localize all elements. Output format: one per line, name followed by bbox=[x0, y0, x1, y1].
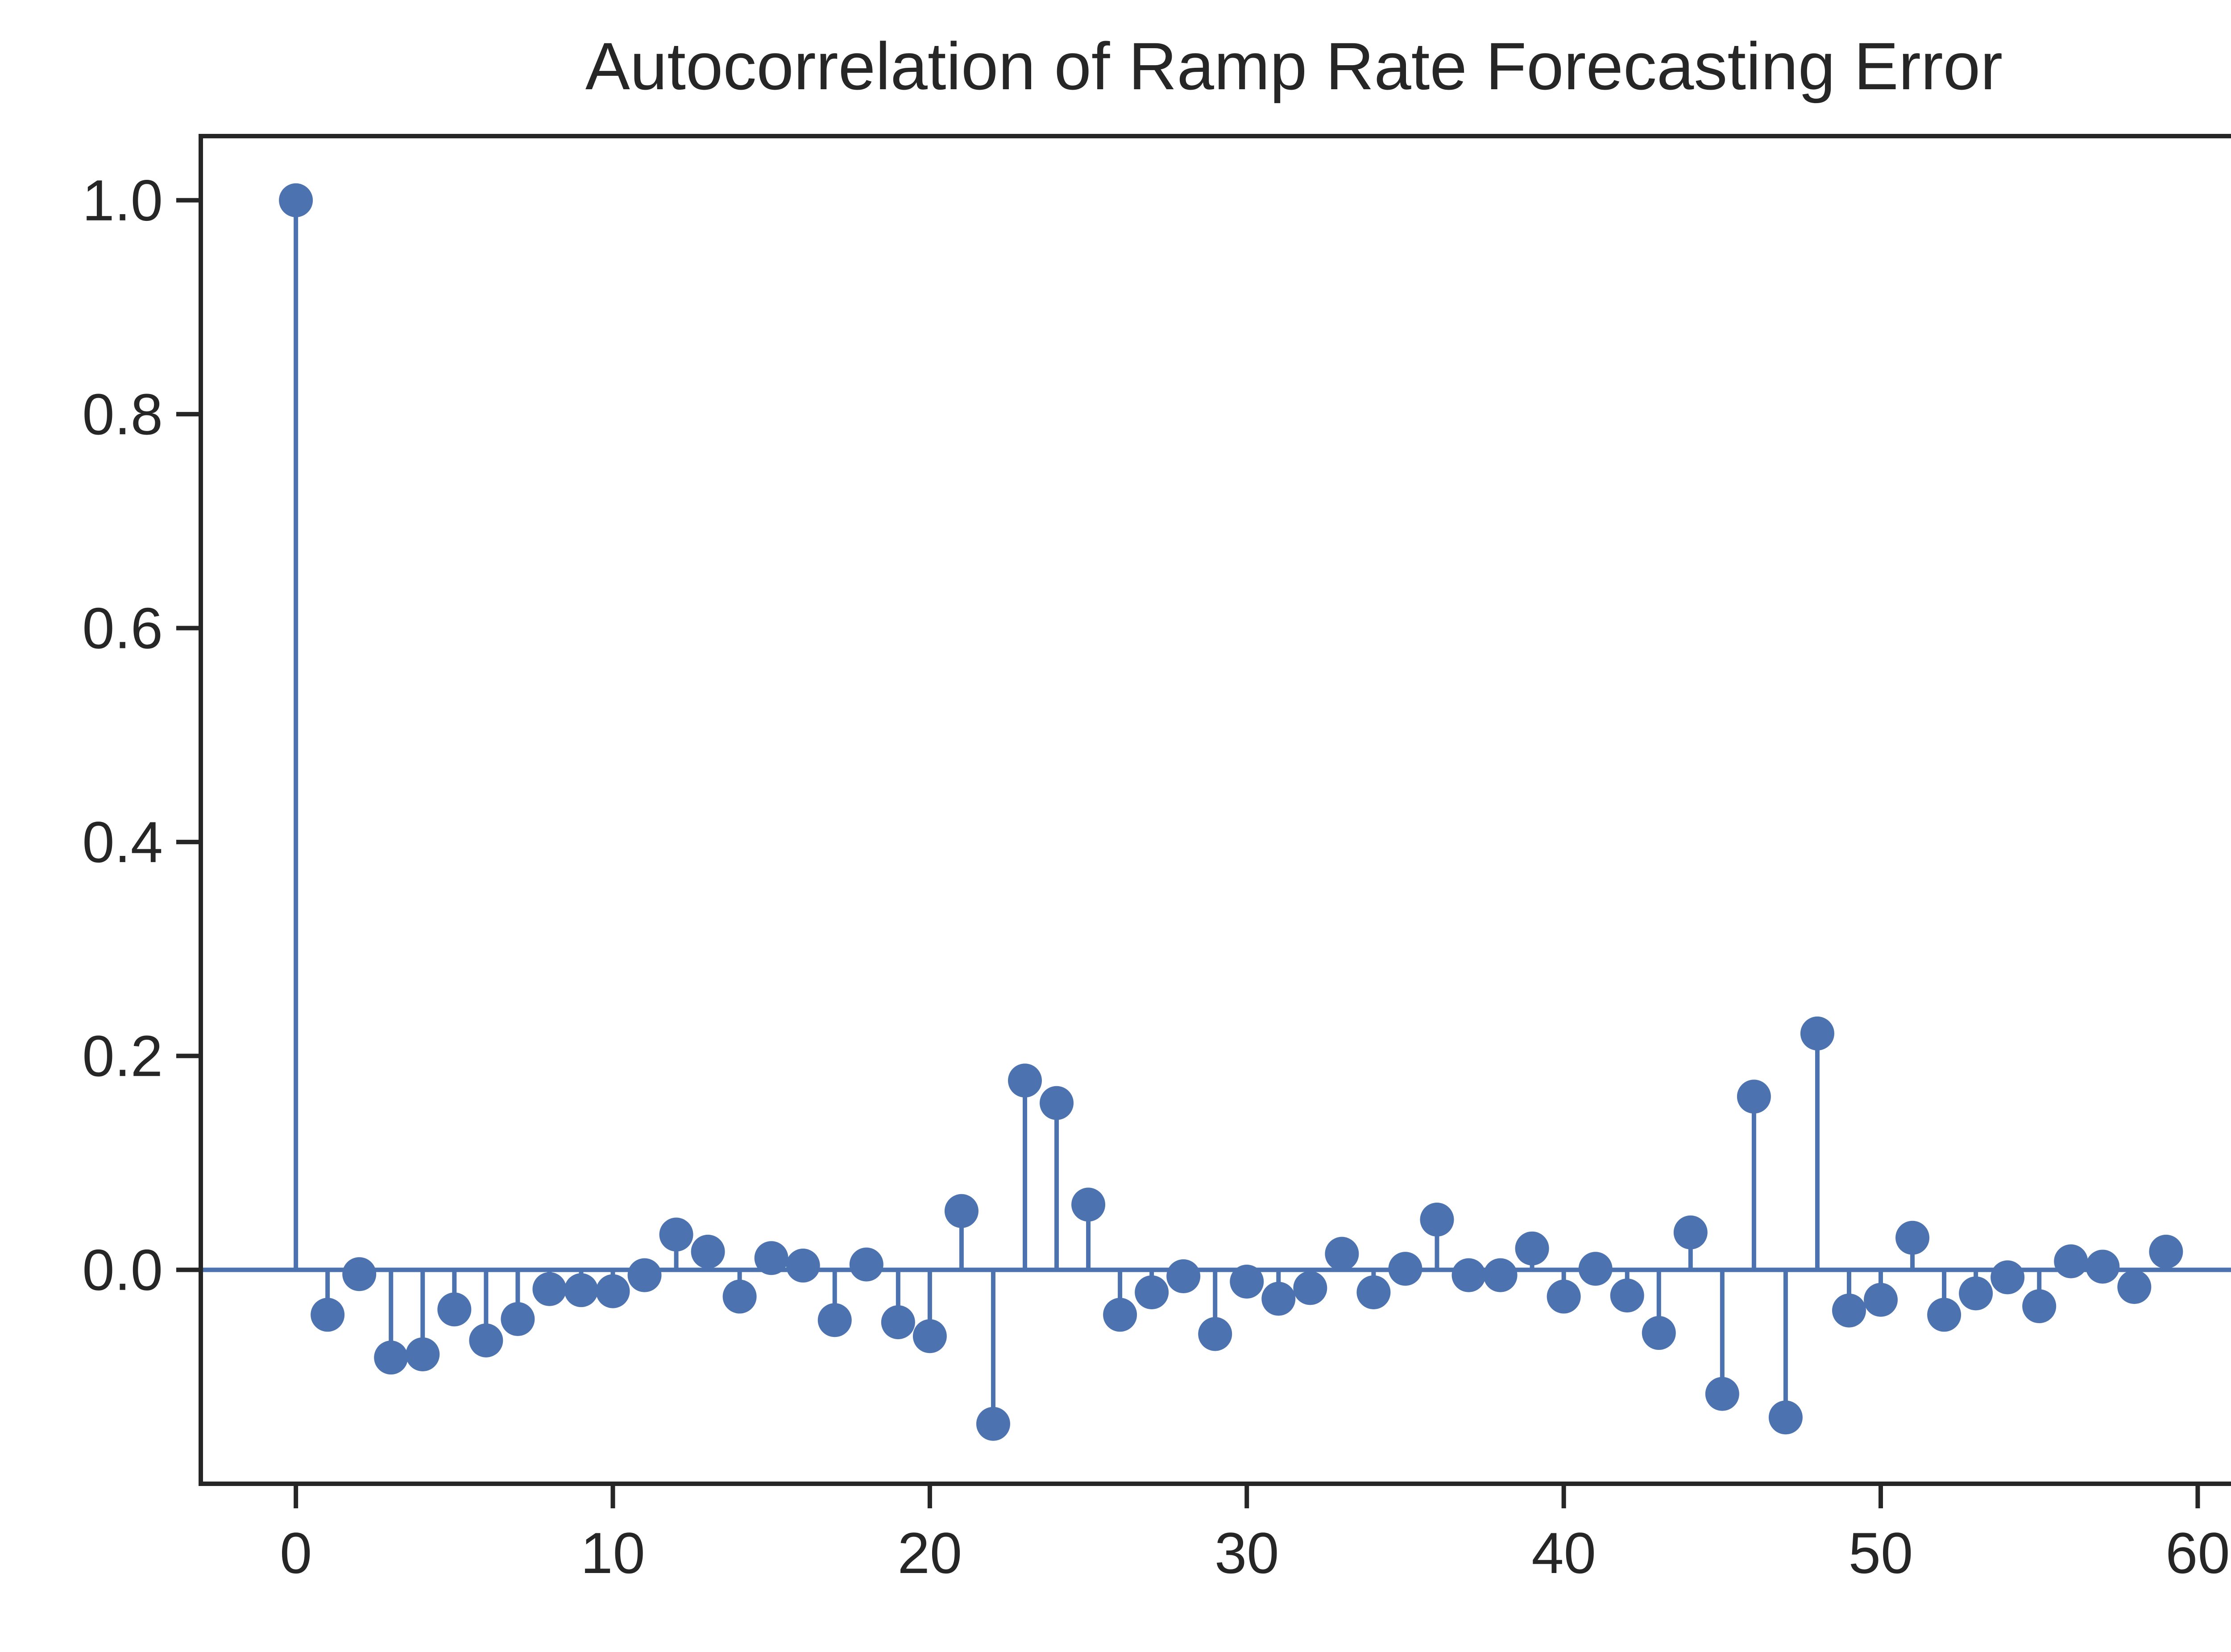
stem-marker bbox=[501, 1302, 535, 1336]
x-tick-label: 50 bbox=[1849, 1520, 1913, 1586]
stem-marker bbox=[722, 1279, 757, 1314]
x-tick-label: 20 bbox=[898, 1520, 962, 1586]
stem-marker bbox=[1578, 1252, 1613, 1286]
y-tick-label: 0.8 bbox=[82, 382, 163, 447]
stem-marker bbox=[1261, 1282, 1296, 1316]
stem-marker bbox=[1103, 1298, 1137, 1332]
stem-marker bbox=[1325, 1237, 1359, 1271]
stem-marker bbox=[2117, 1270, 2152, 1304]
stem-marker bbox=[627, 1258, 662, 1292]
stem-marker bbox=[912, 1319, 947, 1353]
y-tick-label: 0.4 bbox=[82, 809, 163, 875]
stem-marker bbox=[1673, 1215, 1708, 1249]
stem-marker bbox=[691, 1234, 725, 1269]
stem-marker bbox=[976, 1407, 1010, 1441]
stem-marker bbox=[1008, 1063, 1042, 1098]
y-tick-label: 0.2 bbox=[82, 1023, 163, 1088]
stem-marker bbox=[817, 1303, 852, 1337]
stem-marker bbox=[406, 1337, 440, 1371]
x-tick-label: 10 bbox=[581, 1520, 645, 1586]
stem-marker bbox=[1547, 1279, 1581, 1314]
stem-marker bbox=[279, 183, 313, 217]
stem-marker bbox=[311, 1298, 345, 1332]
x-tick-label: 0 bbox=[280, 1520, 312, 1586]
stem-marker bbox=[596, 1274, 630, 1308]
stem-marker bbox=[1768, 1400, 1803, 1435]
stem-marker bbox=[1864, 1283, 1898, 1317]
stem-marker bbox=[1895, 1220, 1930, 1255]
stem-marker bbox=[1356, 1275, 1391, 1309]
stem-marker bbox=[469, 1323, 503, 1357]
chart-title: Autocorrelation of Ramp Rate Forecasting… bbox=[585, 29, 2003, 104]
y-tick-label: 0.0 bbox=[82, 1237, 163, 1303]
stem-marker bbox=[1990, 1260, 2025, 1295]
stem-marker bbox=[374, 1341, 408, 1375]
stem-marker bbox=[1832, 1293, 1866, 1328]
stem-marker bbox=[1800, 1016, 1834, 1050]
stem-marker bbox=[1451, 1258, 1486, 1292]
stem-marker bbox=[2054, 1244, 2088, 1278]
stem-marker bbox=[1071, 1187, 1106, 1222]
x-tick-label: 40 bbox=[1531, 1520, 1596, 1586]
stem-marker bbox=[1135, 1275, 1169, 1309]
stem-marker bbox=[881, 1305, 915, 1340]
stem-marker bbox=[342, 1257, 377, 1291]
stem-marker bbox=[1483, 1258, 1518, 1292]
stem-marker bbox=[437, 1292, 472, 1327]
stem-marker bbox=[944, 1194, 979, 1228]
stem-marker bbox=[1515, 1231, 1549, 1266]
stem-marker bbox=[532, 1272, 567, 1306]
plot-area: 0 10 20 30 40 50 60 0.0 0.2 0.4 0.6 0.8 1.0 bbox=[82, 134, 2231, 1586]
stem-marker bbox=[564, 1273, 598, 1307]
stem-marker bbox=[1610, 1278, 1644, 1313]
stem-marker bbox=[1388, 1252, 1422, 1286]
stem-marker bbox=[786, 1249, 820, 1283]
stem-marker bbox=[2022, 1289, 2057, 1324]
stem-marker bbox=[1705, 1377, 1739, 1411]
stem-marker bbox=[1230, 1265, 1264, 1299]
stem-marker bbox=[849, 1247, 883, 1282]
y-tick-label: 0.6 bbox=[82, 596, 163, 661]
axes-frame bbox=[199, 134, 2231, 1486]
stem-marker bbox=[2086, 1249, 2120, 1284]
stem-marker bbox=[754, 1241, 788, 1275]
stem-marker bbox=[659, 1217, 693, 1252]
stem-marker bbox=[1642, 1316, 1676, 1350]
stem-marker bbox=[1959, 1276, 1993, 1311]
x-tick-label: 30 bbox=[1215, 1520, 1279, 1586]
stem-marker bbox=[1737, 1079, 1771, 1114]
stem-marker bbox=[1927, 1298, 1961, 1332]
stem-marker bbox=[2149, 1234, 2183, 1269]
stem-marker bbox=[1040, 1086, 1074, 1120]
stem-marker bbox=[1166, 1259, 1201, 1294]
x-tick-label: 60 bbox=[2165, 1520, 2230, 1586]
stem-marker bbox=[1198, 1317, 1232, 1351]
stem-marker bbox=[1420, 1202, 1454, 1237]
stem-marker bbox=[1293, 1271, 1327, 1305]
y-tick-label: 1.0 bbox=[82, 168, 163, 233]
